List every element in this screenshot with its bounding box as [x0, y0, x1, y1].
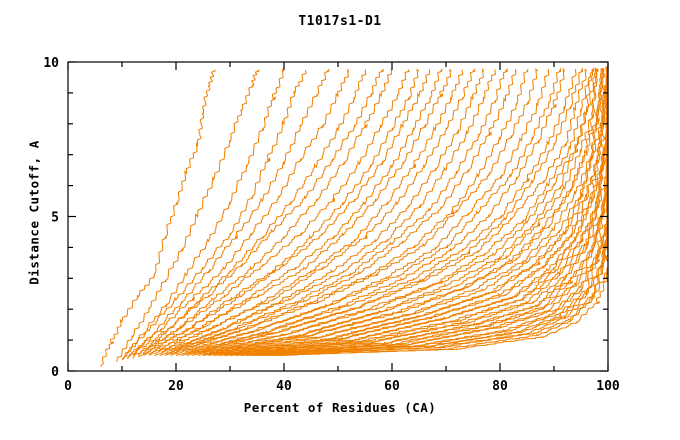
- svg-text:10: 10: [43, 56, 59, 71]
- axis-tick-labels: 0 20 40 60 80 100 0 5 10: [43, 56, 620, 394]
- x-axis-label: Percent of Residues (CA): [243, 400, 437, 415]
- svg-text:60: 60: [384, 379, 400, 394]
- svg-text:20: 20: [168, 379, 184, 394]
- chart-title: T1017s1-D1: [298, 14, 382, 29]
- svg-text:80: 80: [492, 379, 508, 394]
- svg-text:5: 5: [51, 211, 59, 226]
- svg-text:40: 40: [276, 379, 292, 394]
- axes-frame: [67, 61, 609, 372]
- svg-text:100: 100: [596, 379, 620, 394]
- svg-text:0: 0: [64, 379, 72, 394]
- data-curves: [100, 66, 609, 367]
- svg-text:0: 0: [51, 365, 59, 380]
